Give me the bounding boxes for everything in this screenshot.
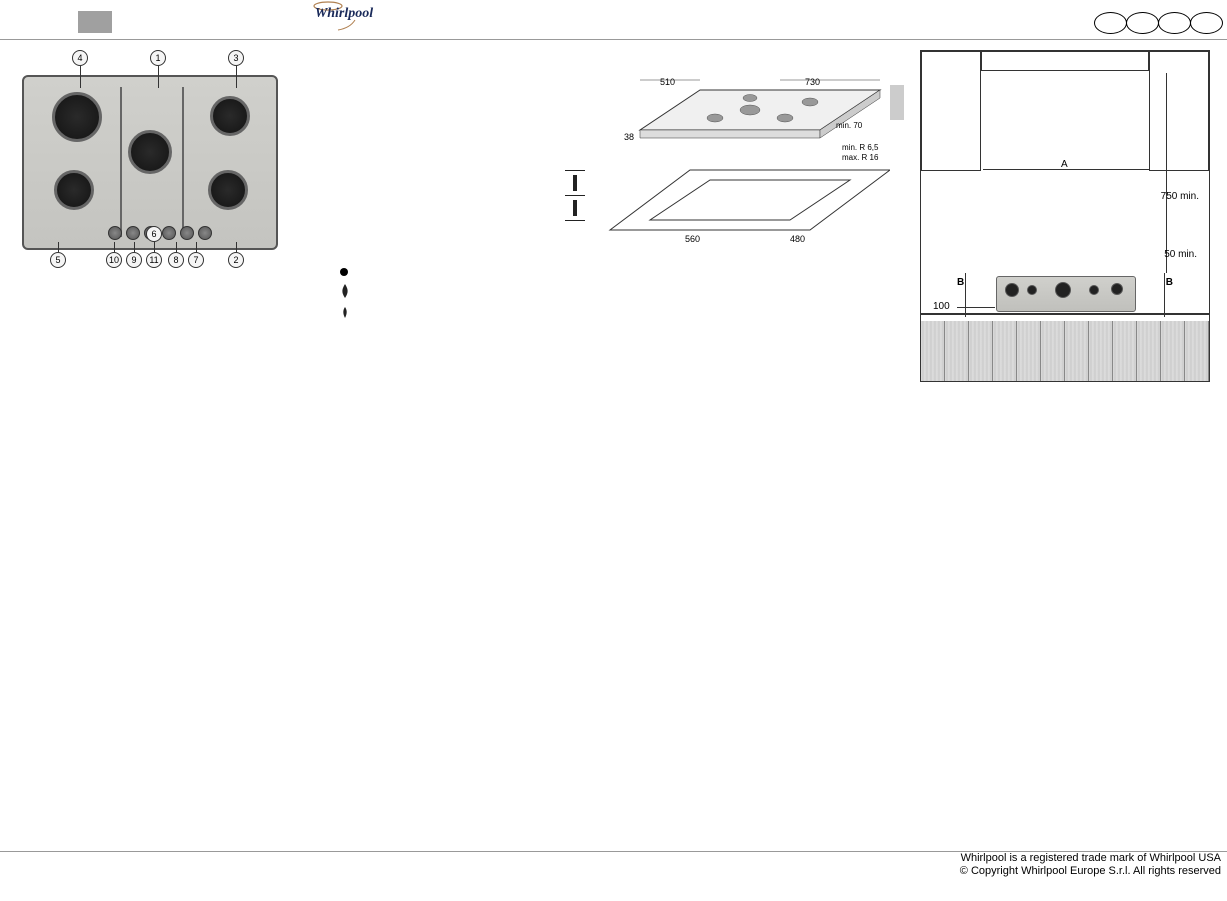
cutout-label-730: 730 xyxy=(805,77,820,87)
cutout-gray-block xyxy=(890,85,904,120)
callout-6: 6 xyxy=(146,226,162,242)
callout-8: 8 xyxy=(168,252,184,268)
cutout-diagram: 510 730 38 min. 70 min. R 6,5 max. R 16 … xyxy=(590,60,890,260)
footer-line2: © Copyright Whirlpool Europe S.r.l. All … xyxy=(960,865,1221,878)
callout-11: 11 xyxy=(146,252,162,268)
dim-100: 100 xyxy=(933,301,950,312)
symbol-list xyxy=(340,80,560,318)
right-cupboard xyxy=(1149,51,1209,171)
symbol-flame-min xyxy=(340,304,350,318)
left-cupboard xyxy=(921,51,981,171)
install-diagram: A 750 min. 50 min. B B 100 xyxy=(920,50,1210,382)
hob-small xyxy=(996,276,1136,312)
callout-1: 1 xyxy=(150,50,166,66)
cutout-label-510: 510 xyxy=(660,77,675,87)
cutout-label-min70: min. 70 xyxy=(836,121,863,130)
cutout-label-maxr: max. R 16 xyxy=(842,153,879,162)
oval-4 xyxy=(1190,12,1223,34)
main-content: 1 2 3 4 5 6 78 910 11 xyxy=(0,40,1227,880)
burner xyxy=(54,170,94,210)
callout-3: 3 xyxy=(228,50,244,66)
callout-9: 9 xyxy=(126,252,142,268)
control-knob xyxy=(180,226,194,240)
footer-line1: Whirlpool is a registered trade mark of … xyxy=(960,852,1221,865)
cutout-column: 510 730 38 min. 70 min. R 6,5 max. R 16 … xyxy=(560,50,920,880)
control-knob xyxy=(162,226,176,240)
footer: Whirlpool is a registered trade mark of … xyxy=(960,852,1221,878)
symbols-column xyxy=(310,50,560,880)
oval-3 xyxy=(1158,12,1191,34)
cutout-label-480: 480 xyxy=(790,234,805,244)
dim-750: 750 min. xyxy=(1161,191,1199,202)
control-knob xyxy=(198,226,212,240)
hob-diagram: 1 2 3 4 5 6 78 910 11 xyxy=(22,50,278,270)
cutout-label-38: 38 xyxy=(624,132,634,142)
dim-B-right: B xyxy=(1166,277,1173,288)
header: Whirlpool xyxy=(0,0,1227,40)
whirlpool-logo: Whirlpool xyxy=(310,0,378,32)
install-column: A 750 min. 50 min. B B 100 xyxy=(920,50,1220,880)
top-shelf xyxy=(981,51,1149,71)
symbol-tap-closed xyxy=(340,268,348,276)
cutout-label-minr: min. R 6,5 xyxy=(842,143,879,152)
callout-2: 2 xyxy=(228,252,244,268)
cutout-label-560: 560 xyxy=(685,234,700,244)
symbol-flame-max xyxy=(340,284,350,298)
oval-2 xyxy=(1126,12,1159,34)
gas-conn-ruler xyxy=(560,170,590,240)
wood-grain xyxy=(921,321,1209,381)
burner xyxy=(52,92,102,142)
control-knob xyxy=(126,226,140,240)
callout-10: 10 xyxy=(106,252,122,268)
burner xyxy=(128,130,172,174)
logo-text: Whirlpool xyxy=(315,6,373,21)
header-gray-box xyxy=(78,11,112,33)
callout-5: 5 xyxy=(50,252,66,268)
header-ovals xyxy=(1095,12,1223,34)
callout-4: 4 xyxy=(72,50,88,66)
dim-50: 50 min. xyxy=(1164,249,1197,260)
burner xyxy=(208,170,248,210)
burner xyxy=(210,96,250,136)
callout-7: 7 xyxy=(188,252,204,268)
dim-A: A xyxy=(1061,159,1068,170)
control-knob xyxy=(108,226,122,240)
hob-callout-column: 1 2 3 4 5 6 78 910 11 xyxy=(0,50,310,880)
dim-B-left: B xyxy=(957,277,964,288)
oval-1 xyxy=(1094,12,1127,34)
